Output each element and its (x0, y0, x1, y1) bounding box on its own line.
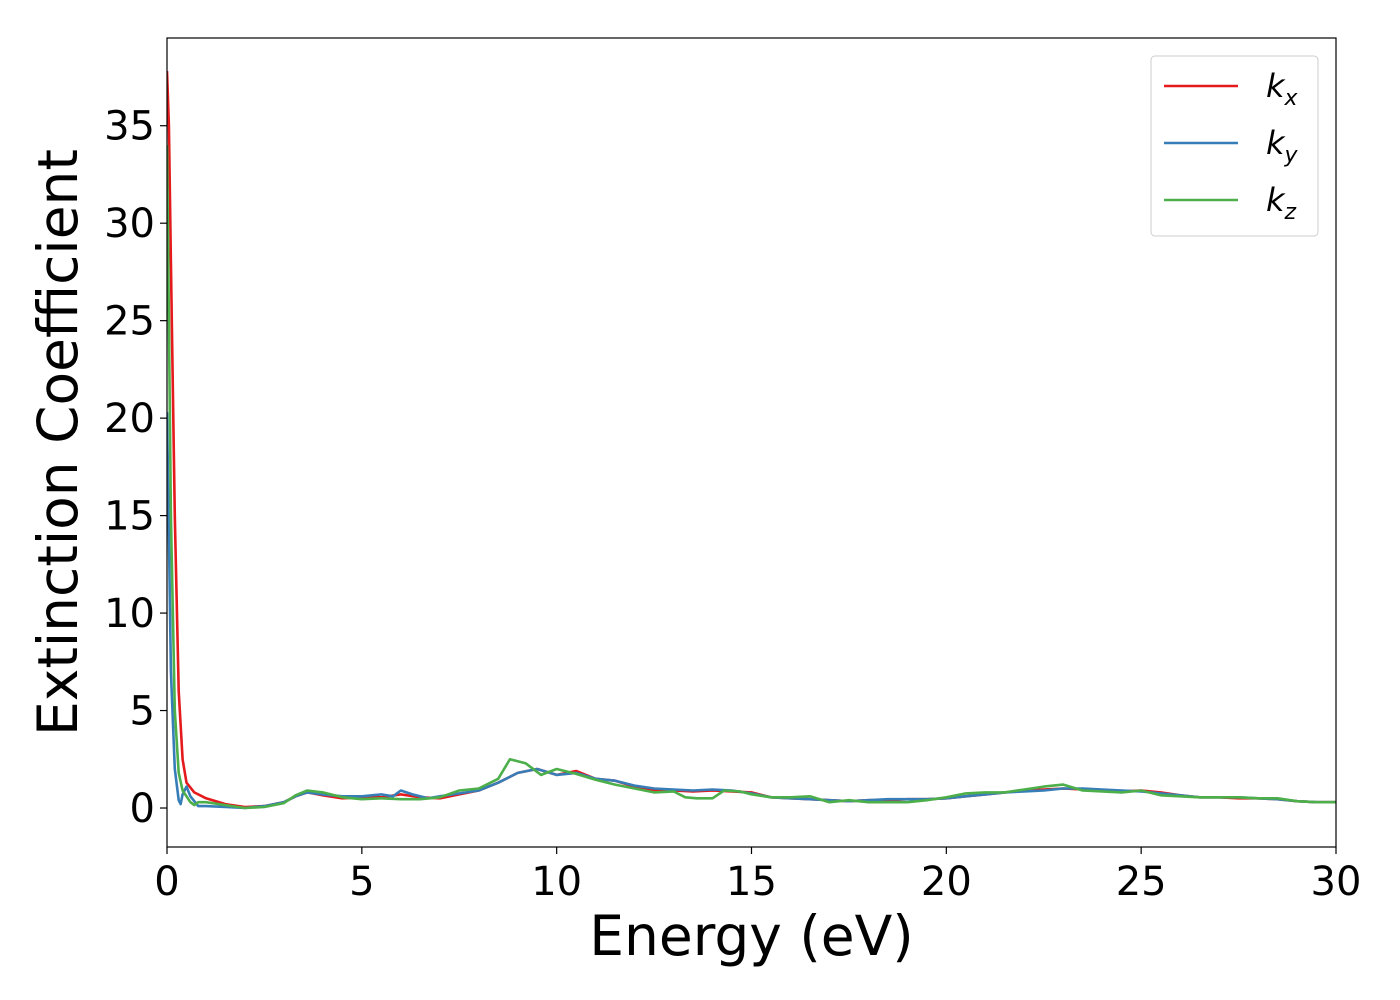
x-tick-label: 15 (726, 859, 777, 905)
y-tick-label: 0 (130, 786, 155, 832)
legend-label-main: k (1266, 67, 1286, 105)
y-tick-label: 30 (104, 201, 155, 247)
legend-label-subscript: z (1284, 200, 1297, 225)
y-axis-label: Extinction Coefficient (26, 149, 90, 736)
x-tick-label: 5 (349, 859, 374, 905)
y-tick-label: 35 (104, 104, 155, 150)
x-tick-label: 10 (531, 859, 582, 905)
x-tick-label: 0 (154, 859, 179, 905)
series-line-k-z (167, 145, 1336, 810)
legend-label-main: k (1266, 181, 1286, 219)
x-axis-label: Energy (eV) (589, 904, 913, 968)
legend-label-subscript: x (1284, 86, 1299, 111)
series-layer (167, 71, 1336, 810)
legend-label: kx (1266, 67, 1299, 111)
legend-label-main: k (1266, 124, 1286, 162)
x-axis-ticks: 0 5 10 15 20 25 30 (154, 847, 1361, 905)
y-axis-ticks: 0 5 10 15 20 25 30 35 (104, 104, 167, 832)
x-tick-label: 25 (1116, 859, 1167, 905)
legend-label: ky (1266, 124, 1299, 168)
y-tick-label: 10 (104, 591, 155, 637)
y-tick-label: 15 (104, 494, 155, 540)
legend-label-subscript: y (1284, 143, 1299, 168)
legend-label: kz (1266, 181, 1297, 225)
x-tick-label: 20 (921, 859, 972, 905)
legend-box (1150, 55, 1319, 237)
y-tick-label: 5 (130, 689, 155, 735)
y-tick-label: 25 (104, 299, 155, 345)
y-tick-label: 20 (104, 396, 155, 442)
x-tick-label: 30 (1311, 859, 1362, 905)
